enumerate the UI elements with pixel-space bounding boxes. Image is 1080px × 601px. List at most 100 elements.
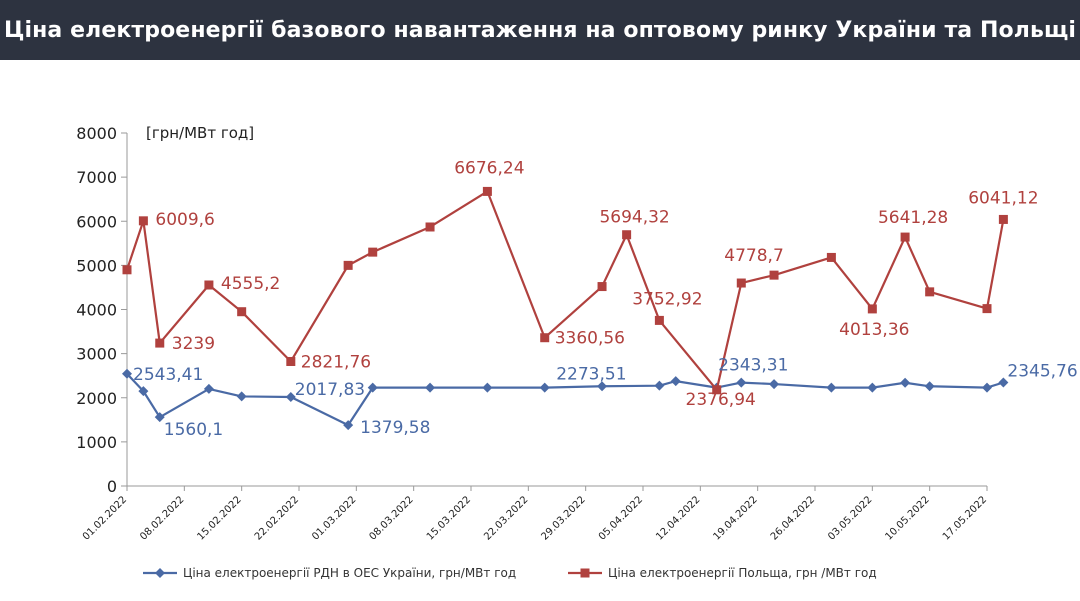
x-tick-label: 15.02.2022 (196, 494, 244, 542)
data-point (155, 338, 165, 348)
data-point (122, 368, 132, 379)
data-point (138, 386, 149, 397)
data-point (867, 382, 878, 393)
x-tick-label: 08.03.2022 (368, 494, 416, 542)
title-bar: Ціна електроенергії базового навантаженн… (0, 0, 1080, 60)
data-point (539, 382, 550, 393)
data-point (736, 377, 747, 388)
data-label: 6009,6 (155, 210, 214, 230)
data-label: 3752,92 (632, 289, 702, 309)
data-point (622, 230, 632, 240)
data-point (826, 252, 836, 262)
data-label: 4013,36 (839, 320, 909, 340)
data-label: 5641,28 (878, 208, 948, 228)
data-point (138, 216, 148, 226)
x-tick-label: 22.02.2022 (253, 494, 301, 542)
data-point (900, 232, 910, 242)
x-tick-label: 12.04.2022 (654, 494, 702, 542)
line-chart: 0 1000 2000 3000 4000 5000 6000 7000 8000 01.02.… (76, 124, 1078, 580)
series-layer (122, 186, 1009, 431)
data-point (425, 382, 436, 393)
data-point (367, 382, 378, 393)
x-tick-label: 22.03.2022 (482, 494, 530, 542)
data-point (236, 391, 247, 402)
data-point (769, 379, 780, 390)
data-point (597, 282, 607, 292)
data-label: 3360,56 (555, 329, 625, 349)
data-point (482, 186, 492, 196)
data-point (425, 222, 435, 232)
y-tick-label: 5000 (76, 256, 117, 275)
x-tick-label: 29.03.2022 (540, 494, 588, 542)
data-point (712, 385, 722, 395)
data-point (982, 304, 992, 314)
x-tick-label: 10.05.2022 (884, 494, 932, 542)
data-point (826, 382, 837, 393)
data-point (154, 412, 165, 423)
x-tick-label: 15.03.2022 (425, 494, 473, 542)
x-tick-label: 08.02.2022 (138, 494, 186, 542)
legend: Ціна електроенергії РДН в ОЕС України, г… (143, 566, 877, 580)
x-tick-label: 19.04.2022 (712, 494, 760, 542)
data-point (998, 214, 1008, 224)
y-tick-label: 0 (107, 477, 117, 496)
x-tick-label: 01.03.2022 (310, 494, 358, 542)
x-tick-label: 17.05.2022 (941, 494, 989, 542)
data-point (343, 420, 354, 431)
data-label: 2543,41 (133, 365, 203, 385)
y-tick-label: 2000 (76, 389, 117, 408)
legend-marker (580, 568, 590, 578)
data-point (597, 381, 608, 392)
data-label: 2376,94 (686, 390, 756, 410)
x-tick-label: 26.04.2022 (769, 494, 817, 542)
y-tick-label: 3000 (76, 345, 117, 364)
unit-label: [грн/МВт год] (146, 124, 254, 142)
data-label: 2273,51 (556, 365, 626, 385)
data-label: 2017,83 (295, 380, 365, 400)
data-label: 2821,76 (301, 352, 371, 372)
y-axis: 0 1000 2000 3000 4000 5000 6000 7000 8000 (76, 124, 128, 496)
data-label: 2343,31 (718, 356, 788, 376)
y-tick-label: 4000 (76, 301, 117, 320)
x-tick-label: 01.02.2022 (81, 494, 129, 542)
data-point (998, 377, 1009, 388)
data-point (982, 382, 992, 393)
data-point (867, 304, 877, 314)
data-point (769, 270, 779, 280)
y-tick-label: 7000 (76, 168, 117, 187)
y-tick-label: 8000 (76, 124, 117, 143)
data-point (204, 280, 214, 290)
data-labels-layer: 2543,41 1560,1 2017,83 1379,58 2273,51 2343,3… (133, 158, 1078, 440)
data-point (654, 380, 665, 391)
data-point (368, 247, 378, 257)
data-point (670, 376, 681, 387)
legend-marker (155, 568, 165, 578)
data-label: 5694,32 (599, 208, 669, 228)
data-point (736, 278, 746, 288)
data-point (925, 287, 935, 297)
data-label: 1560,1 (164, 420, 223, 440)
data-point (286, 356, 296, 366)
data-label: 1379,58 (360, 418, 430, 438)
y-tick-label: 1000 (76, 433, 117, 452)
data-label: 3239 (172, 334, 215, 354)
legend-label: Ціна електроенергії Польща, грн /МВт год (608, 566, 877, 580)
data-point (122, 265, 132, 275)
x-tick-label: 05.04.2022 (597, 494, 645, 542)
data-label: 4555,2 (221, 274, 280, 294)
data-point (540, 333, 550, 343)
chart-title: Ціна електроенергії базового навантаженн… (3, 17, 1077, 43)
data-point (237, 307, 247, 317)
data-label: 2345,76 (1007, 361, 1077, 381)
x-axis: 01.02.2022 08.02.2022 15.02.2022 22.02.2022… (81, 485, 989, 543)
data-label: 6676,24 (454, 158, 524, 178)
y-tick-label: 6000 (76, 212, 117, 231)
data-point (654, 315, 664, 325)
data-label: 4778,7 (724, 246, 783, 266)
data-label: 6041,12 (968, 188, 1038, 208)
data-point (343, 260, 353, 270)
legend-label: Ціна електроенергії РДН в ОЕС України, г… (183, 566, 516, 580)
data-point (203, 383, 214, 394)
data-point (482, 382, 493, 393)
data-point (285, 391, 296, 402)
